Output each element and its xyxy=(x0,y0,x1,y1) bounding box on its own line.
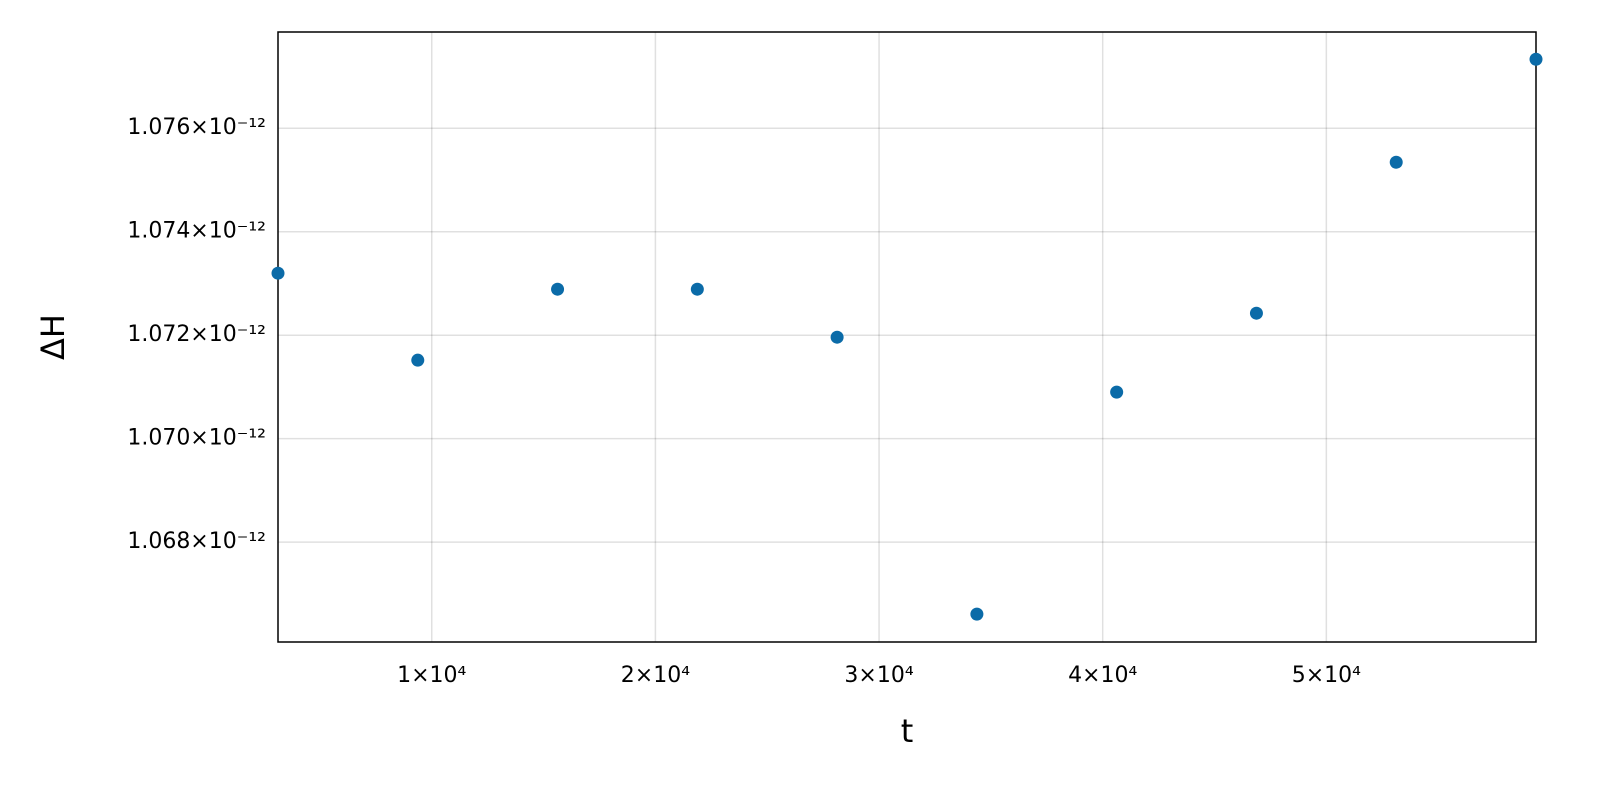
x-tick-label: 3×10⁴ xyxy=(844,663,913,688)
y-tick-label: 1.068×10⁻¹² xyxy=(127,529,266,554)
point xyxy=(411,353,425,367)
point xyxy=(271,266,285,280)
point xyxy=(690,282,704,296)
x-axis-label: t xyxy=(901,712,914,750)
point xyxy=(830,330,844,344)
x-tick-label: 2×10⁴ xyxy=(621,663,690,688)
point xyxy=(551,282,565,296)
y-tick-label: 1.076×10⁻¹² xyxy=(127,115,266,140)
y-tick-label: 1.070×10⁻¹² xyxy=(127,426,266,451)
plot-frame xyxy=(277,31,1537,643)
x-tick-label: 1×10⁴ xyxy=(397,663,466,688)
y-tick-label: 1.072×10⁻¹² xyxy=(127,322,266,347)
x-tick-label: 4×10⁴ xyxy=(1068,663,1137,688)
x-tick-label: 5×10⁴ xyxy=(1292,663,1361,688)
point xyxy=(1249,306,1263,320)
point xyxy=(1110,385,1124,399)
point xyxy=(1529,52,1543,66)
y-tick-label: 1.074×10⁻¹² xyxy=(127,219,266,244)
point xyxy=(970,607,984,621)
point xyxy=(1389,155,1403,169)
y-axis-label: ΔH xyxy=(34,314,72,360)
